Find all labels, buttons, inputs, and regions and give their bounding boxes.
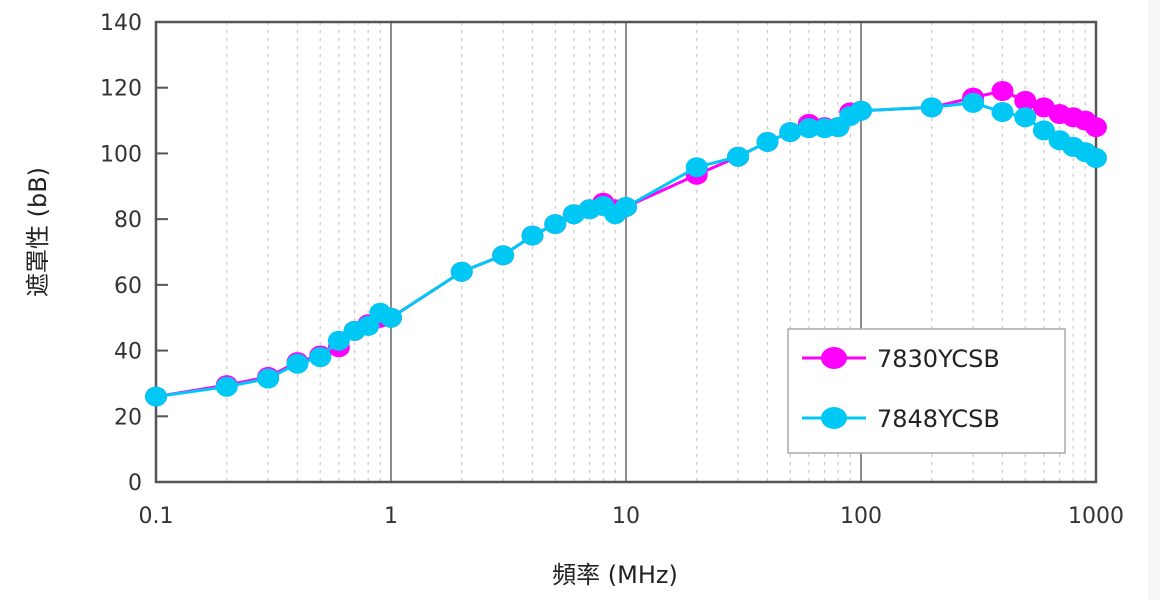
legend-label: 7848YCSB — [877, 405, 1000, 433]
legend-item-7830ycsb: 7830YCSB — [802, 345, 1000, 373]
data-point-marker — [1014, 107, 1037, 128]
x-tick-label: 10 — [612, 504, 640, 529]
legend-marker-icon — [821, 407, 847, 429]
data-point-marker — [1085, 117, 1107, 138]
y-tick-label: 0 — [128, 471, 142, 496]
page-edge-strip — [1148, 0, 1160, 600]
legend: 7830YCSB 7848YCSB — [787, 328, 1066, 454]
y-axis: 0 20 40 60 80 100 120 140 — [100, 11, 168, 496]
data-point-marker — [544, 214, 567, 235]
data-point-marker — [215, 376, 238, 397]
data-point-marker — [357, 315, 380, 336]
y-tick-label: 40 — [114, 340, 142, 365]
plot-area-border — [154, 20, 1098, 484]
x-tick-label: 1000 — [1068, 504, 1124, 529]
y-tick-label: 140 — [100, 11, 142, 36]
data-point-marker — [962, 92, 985, 113]
data-point-marker — [309, 347, 332, 368]
data-point-marker — [727, 146, 750, 167]
data-point-marker — [1014, 90, 1037, 111]
data-point-marker — [1032, 120, 1055, 141]
data-point-marker — [991, 102, 1014, 123]
y-tick-label: 60 — [114, 274, 142, 299]
y-axis-title: 遮罩性 (bB) — [24, 167, 52, 297]
data-point-marker — [450, 261, 473, 282]
data-point-marker — [145, 386, 167, 407]
data-point-marker — [1085, 148, 1107, 169]
data-point-marker — [756, 131, 779, 152]
data-point-marker — [685, 157, 708, 178]
data-point-marker — [380, 307, 402, 328]
data-point-marker — [920, 97, 943, 118]
legend-label: 7830YCSB — [877, 345, 1000, 373]
data-point-marker — [991, 81, 1014, 101]
x-tick-label: 0.1 — [139, 504, 174, 529]
x-axis-title: 頻率 (MHz) — [552, 561, 678, 589]
data-point-marker — [797, 118, 820, 139]
data-series — [145, 81, 1107, 407]
y-tick-label: 120 — [100, 77, 142, 102]
data-point-marker — [615, 196, 637, 217]
data-point-marker — [327, 330, 350, 351]
x-tick-label: 100 — [840, 504, 882, 529]
series-7848ycsb — [145, 92, 1107, 407]
legend-marker-icon — [821, 347, 847, 369]
data-point-marker — [286, 353, 309, 374]
data-point-marker — [779, 122, 802, 143]
data-point-marker — [492, 245, 515, 266]
y-tick-label: 80 — [114, 208, 142, 233]
x-tick-label: 1 — [384, 504, 398, 529]
y-tick-label: 20 — [114, 405, 142, 430]
legend-item-7848ycsb: 7848YCSB — [802, 405, 1000, 433]
data-point-marker — [521, 225, 544, 246]
y-tick-label: 100 — [100, 142, 142, 167]
data-point-marker — [257, 368, 280, 389]
data-point-marker — [850, 100, 872, 121]
x-axis: 0.1 1 10 100 1000 — [139, 504, 1125, 529]
